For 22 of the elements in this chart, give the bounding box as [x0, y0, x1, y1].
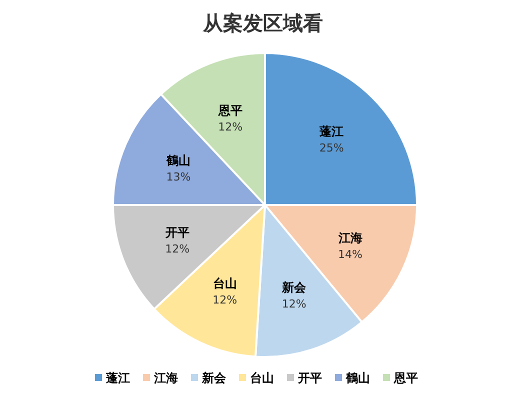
slice-label: 鶴山 [166, 154, 191, 168]
data-label: 12% [165, 242, 190, 256]
data-label: 12% [218, 120, 243, 134]
legend-label: 鶴山 [345, 371, 370, 385]
slice-label: 开平 [164, 226, 190, 240]
data-label: 14% [338, 248, 362, 262]
data-label: 12% [282, 298, 306, 311]
slice-label: 江海 [337, 231, 362, 246]
slice-label: 蓬江 [318, 124, 344, 138]
legend-label: 开平 [297, 371, 322, 385]
legend-label: 恩平 [393, 371, 418, 385]
data-label: 13% [166, 170, 191, 184]
legend-label: 台山 [250, 371, 274, 385]
slice-label: 台山 [212, 276, 237, 290]
slice-label: 新会 [281, 280, 308, 295]
legend-label: 新会 [201, 371, 227, 385]
chart-title: 从案发区域看 [202, 12, 323, 35]
legend-label: 蓬江 [105, 371, 130, 385]
data-label: 12% [212, 293, 238, 306]
legend-label: 江海 [153, 371, 178, 385]
data-label: 25% [319, 141, 344, 154]
slice-label: 恩平 [217, 103, 242, 118]
